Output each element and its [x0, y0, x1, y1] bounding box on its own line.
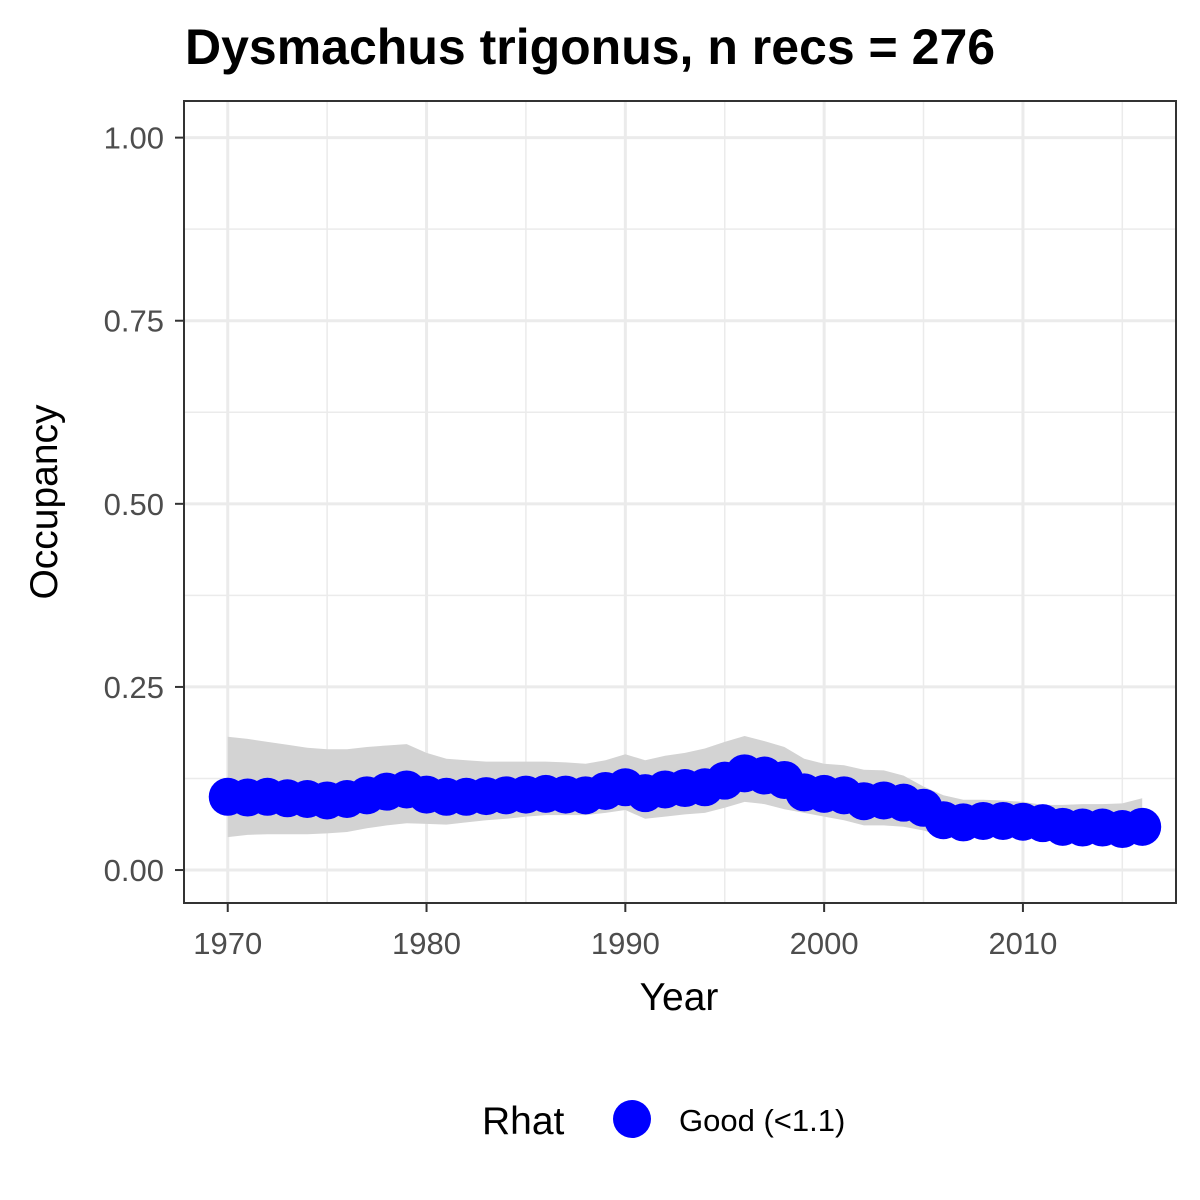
x-tick-label: 1980 — [392, 926, 461, 961]
x-tick-label: 2010 — [988, 926, 1057, 961]
x-tick-label: 1990 — [591, 926, 660, 961]
y-axis: 0.00 0.25 0.50 0.75 1.00 — [104, 121, 184, 888]
y-tick-label: 1.00 — [104, 121, 164, 156]
legend-label-good: Good (<1.1) — [679, 1103, 845, 1138]
y-tick-label: 0.75 — [104, 304, 164, 339]
panel-border — [183, 100, 1177, 904]
y-axis-title: Occupancy — [23, 404, 66, 600]
legend-title: Rhat — [482, 1100, 565, 1143]
y-tick-label: 0.50 — [104, 487, 164, 522]
chart-title: Dysmachus trigonus, n recs = 276 — [185, 19, 995, 75]
x-tick-label: 2000 — [790, 926, 859, 961]
y-tick-label: 0.25 — [104, 670, 164, 705]
occupancy-points — [208, 754, 1162, 849]
plot-area — [183, 100, 1177, 904]
data-point — [1123, 807, 1162, 846]
legend: Rhat Good (<1.1) — [482, 1100, 845, 1143]
major-gridlines — [184, 101, 1176, 903]
x-axis: 1970 1980 1990 2000 2010 — [193, 903, 1057, 961]
x-axis-title: Year — [640, 976, 719, 1019]
x-tick-label: 1970 — [193, 926, 262, 961]
legend-key-good — [613, 1100, 651, 1138]
y-tick-label: 0.00 — [104, 853, 164, 888]
